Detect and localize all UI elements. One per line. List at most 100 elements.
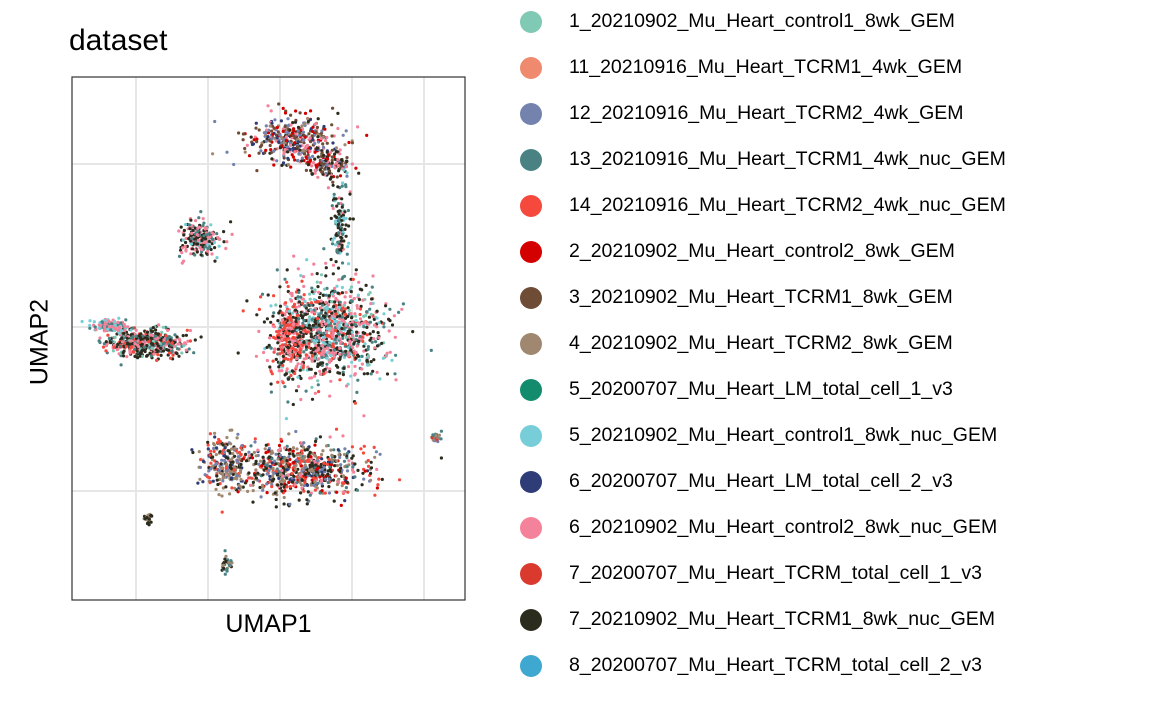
scatter-point xyxy=(131,326,135,330)
scatter-point xyxy=(325,327,329,331)
scatter-point xyxy=(362,344,366,348)
legend-item: 7_20200707_Mu_Heart_TCRM_total_cell_1_v3 xyxy=(520,562,1140,620)
legend-swatch xyxy=(520,563,542,585)
scatter-point xyxy=(337,231,341,235)
scatter-point xyxy=(348,339,352,343)
scatter-point xyxy=(332,192,336,196)
scatter-point xyxy=(325,356,329,360)
scatter-point xyxy=(232,162,236,167)
scatter-point xyxy=(345,465,349,469)
scatter-point xyxy=(323,491,327,495)
scatter-point xyxy=(313,352,317,356)
scatter-point xyxy=(301,343,305,347)
scatter-point xyxy=(336,226,340,230)
scatter-point xyxy=(334,334,339,338)
scatter-point xyxy=(330,123,334,127)
scatter-point xyxy=(275,330,279,334)
scatter-point xyxy=(321,145,325,149)
scatter-point xyxy=(308,463,312,467)
scatter-point xyxy=(365,333,369,337)
legend-swatch xyxy=(520,655,542,677)
scatter-point xyxy=(338,469,342,473)
scatter-point xyxy=(298,335,302,339)
scatter-point xyxy=(184,249,188,253)
scatter-point xyxy=(221,563,226,567)
scatter-point xyxy=(213,435,217,439)
scatter-point xyxy=(353,401,357,405)
scatter-point xyxy=(340,261,345,265)
scatter-point xyxy=(224,485,228,489)
scatter-point xyxy=(309,332,313,336)
scatter-point xyxy=(197,450,201,454)
scatter-point xyxy=(319,311,323,315)
scatter-point xyxy=(363,469,367,473)
scatter-point xyxy=(325,141,329,145)
scatter-point xyxy=(216,440,220,445)
scatter-point xyxy=(286,346,291,350)
scatter-point xyxy=(319,281,323,285)
scatter-point xyxy=(306,490,310,494)
scatter-point xyxy=(269,304,273,308)
scatter-point xyxy=(154,331,158,335)
scatter-point xyxy=(206,443,210,447)
scatter-point xyxy=(321,340,325,344)
scatter-point xyxy=(340,291,344,295)
scatter-point xyxy=(331,334,335,339)
scatter-point xyxy=(355,304,359,308)
scatter-point xyxy=(109,328,113,332)
scatter-point xyxy=(215,232,219,236)
scatter-point xyxy=(296,384,301,389)
scatter-point xyxy=(330,311,334,315)
scatter-point xyxy=(372,337,376,341)
scatter-point xyxy=(308,136,312,140)
scatter-point xyxy=(342,452,347,457)
scatter-point xyxy=(257,462,261,466)
scatter-point xyxy=(264,443,268,447)
scatter-point xyxy=(291,346,295,351)
scatter-point xyxy=(325,286,329,290)
scatter-point xyxy=(310,397,315,401)
scatter-point xyxy=(351,454,355,458)
scatter-point xyxy=(227,560,231,565)
scatter-point xyxy=(334,341,338,345)
scatter-point xyxy=(184,333,188,337)
scatter-point xyxy=(350,360,354,364)
scatter-point xyxy=(269,109,273,113)
scatter-point xyxy=(347,241,351,245)
scatter-point xyxy=(276,335,280,339)
scatter-point xyxy=(168,338,172,342)
scatter-point xyxy=(288,370,292,374)
scatter-point xyxy=(331,238,335,242)
scatter-point xyxy=(277,333,281,337)
scatter-point xyxy=(318,475,322,479)
scatter-point xyxy=(355,344,359,348)
scatter-point xyxy=(203,245,207,249)
scatter-point xyxy=(299,464,303,468)
scatter-point xyxy=(346,365,351,369)
scatter-point xyxy=(297,304,301,308)
scatter-point xyxy=(335,490,339,494)
scatter-point xyxy=(336,251,340,255)
scatter-point xyxy=(303,135,307,139)
scatter-point xyxy=(302,441,306,445)
scatter-point xyxy=(239,485,243,489)
scatter-point xyxy=(345,451,350,455)
scatter-point xyxy=(354,323,358,327)
scatter-point xyxy=(149,520,153,524)
scatter-point xyxy=(344,486,348,490)
scatter-point xyxy=(218,477,222,482)
scatter-point xyxy=(328,358,332,362)
scatter-point xyxy=(373,346,377,350)
scatter-point xyxy=(267,455,271,459)
scatter-point xyxy=(348,294,352,299)
scatter-point xyxy=(345,174,349,178)
scatter-point xyxy=(307,341,311,346)
scatter-point xyxy=(328,164,332,168)
scatter-point xyxy=(217,437,221,442)
scatter-point xyxy=(284,323,288,327)
scatter-point xyxy=(154,337,158,341)
scatter-point xyxy=(332,499,336,503)
scatter-point xyxy=(130,339,134,343)
scatter-point xyxy=(229,220,233,224)
scatter-point xyxy=(341,490,345,494)
